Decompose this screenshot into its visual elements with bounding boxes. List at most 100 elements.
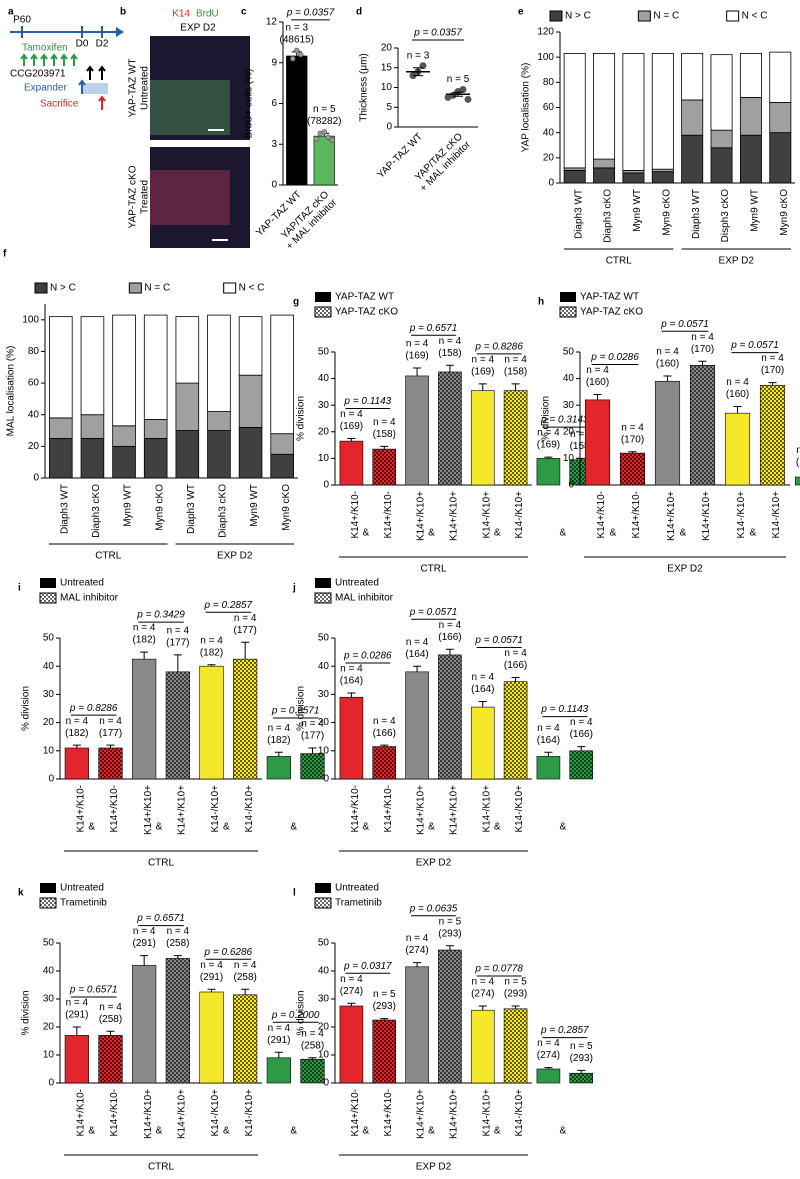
n-label: n = 4: [167, 626, 190, 637]
bar-segment: [681, 134, 704, 184]
x-tick-label: K14+/K10+: [666, 491, 677, 541]
bar: [470, 706, 495, 780]
error-bar: [445, 364, 454, 372]
error-bar: [106, 744, 115, 748]
bar-segment: [80, 414, 105, 439]
bar: [132, 965, 157, 1084]
legend-swatch: [549, 10, 563, 22]
p-value: p = 0.3429: [136, 610, 185, 621]
p-value: p = 0.2857: [204, 600, 253, 611]
bar-segment: [175, 430, 200, 479]
p-value: p = 0.0571: [474, 635, 523, 646]
n-label: n = 4: [471, 355, 494, 366]
legend-label: N = C: [653, 11, 679, 22]
joiner: &: [559, 528, 566, 539]
x-tick-label: Diaph3 WT: [691, 189, 702, 239]
x-tick-label: K14+/K10-: [109, 1089, 120, 1137]
n-label: n = 4: [133, 926, 156, 937]
error-bar: [768, 382, 777, 386]
x-tick-label: K14-/K10+: [514, 1089, 525, 1137]
stain-label: K14: [172, 9, 190, 20]
y-tick-label: 20: [318, 1022, 330, 1033]
error-bar: [511, 1005, 520, 1009]
micrograph-tissue: [150, 80, 230, 135]
joiner: &: [88, 1126, 95, 1137]
legend-swatch: [34, 282, 48, 294]
bar: [286, 55, 308, 186]
count-label: (274): [537, 1050, 560, 1061]
bar-segment: [49, 316, 73, 419]
joiner: &: [290, 822, 297, 833]
x-tick-label: K14+/K10+: [176, 1089, 187, 1139]
error-bar: [173, 654, 182, 672]
p-value: p = 0.0571: [409, 607, 458, 618]
bar-pattern: [372, 1020, 396, 1083]
legend-label: Untreated: [60, 578, 104, 589]
joiner: &: [88, 822, 95, 833]
joiner: &: [494, 1126, 501, 1137]
error-bar: [445, 648, 454, 655]
count-label: (177): [166, 638, 189, 649]
p-value: p = 0.0571: [730, 340, 779, 351]
n-label: n = 4: [301, 1028, 324, 1039]
n-label: n = 4: [133, 623, 156, 634]
n-label: n = 4: [439, 336, 462, 347]
n-label: n = 4: [234, 613, 257, 624]
bar-segment: [80, 438, 105, 479]
bar-segment: [739, 52, 762, 98]
count-label: (274): [405, 945, 428, 956]
x-tick-label: K14+/K10-: [75, 1089, 86, 1137]
data-point: [325, 134, 331, 141]
y-tick-label: 50: [43, 938, 55, 949]
legend-swatch: [637, 10, 651, 22]
p-value: p = 0.3143: [540, 415, 589, 426]
x-tick-label: K14+/K10-: [109, 785, 120, 833]
group-label: EXP D2: [217, 551, 253, 562]
n-label: n = 5: [373, 989, 396, 1000]
n-label: n = 4: [656, 347, 679, 358]
error-bar: [511, 383, 520, 391]
x-tick-label: K14+/K10+: [143, 785, 154, 835]
y-tick-label: 12: [266, 17, 278, 28]
count-label: (170): [621, 434, 644, 445]
timeline-day: D0: [76, 39, 89, 50]
data-point: [459, 85, 467, 93]
data-point: [298, 51, 304, 58]
count-label: (158): [438, 348, 461, 359]
x-tick-label: K14+/K10-: [350, 1089, 361, 1137]
count-label: (291): [132, 938, 155, 949]
bar: [470, 390, 495, 486]
n-label: n = 5: [313, 104, 336, 115]
panel-letter: h: [538, 297, 544, 308]
bar-pattern: [504, 390, 528, 485]
y-tick-label: 15: [381, 62, 393, 73]
joiner: &: [362, 1126, 369, 1137]
error-bar: [478, 383, 487, 391]
legend-swatch: [315, 883, 331, 893]
y-tick-label: 80: [543, 77, 555, 88]
count-label: (258): [233, 972, 256, 983]
bar-segment: [143, 419, 168, 439]
legend-label: N = C: [144, 283, 170, 294]
bar-segment: [651, 171, 674, 184]
p-value: p = 0.6571: [409, 323, 458, 334]
x-tick-label: K14+/K10+: [449, 785, 460, 835]
x-tick-label: K14+/K10+: [449, 1089, 460, 1139]
n-label: n = 4: [200, 635, 223, 646]
legend-label: YAP-TAZ WT: [335, 292, 394, 303]
panel-a: a P60 D0 D2 Tamoxifen CCG203971 Expander…: [8, 7, 124, 110]
bar: [132, 658, 157, 780]
n-label: n = 4: [504, 648, 527, 659]
bar: [266, 1057, 291, 1084]
bar-pattern: [300, 753, 325, 779]
n-label: n = 4: [268, 723, 291, 734]
x-tick-label: K14+/K10-: [631, 491, 642, 539]
joiner: &: [428, 1126, 435, 1137]
x-tick-label: K14+/K10+: [449, 491, 460, 541]
y-axis-label: YAP localisation (%): [521, 63, 532, 153]
bar-segment: [112, 425, 136, 447]
bar-segment: [739, 97, 762, 136]
timeline-arrow: [116, 27, 124, 37]
group-label: EXP D2: [719, 256, 755, 267]
legend-pattern: [315, 307, 331, 317]
